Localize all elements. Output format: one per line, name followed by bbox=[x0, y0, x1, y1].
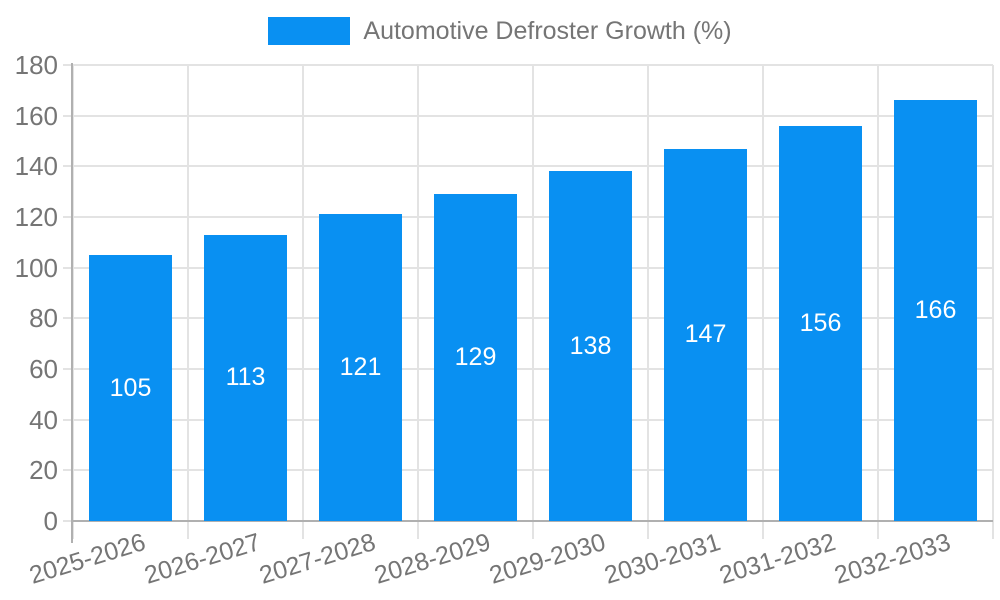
x-axis-tick-label: 2030-2031 bbox=[601, 528, 724, 590]
y-axis-tick-label: 180 bbox=[14, 50, 58, 80]
legend-label: Automotive Defroster Growth (%) bbox=[363, 17, 732, 45]
legend-swatch bbox=[268, 17, 351, 45]
x-axis-tick-label: 2025-2026 bbox=[26, 528, 149, 590]
y-axis-tick-label: 20 bbox=[29, 455, 58, 486]
y-axis-tick-label: 80 bbox=[29, 303, 58, 334]
x-gridline bbox=[187, 65, 189, 539]
y-gridline bbox=[63, 418, 993, 421]
bar: 105 bbox=[89, 255, 172, 521]
x-gridline bbox=[72, 65, 74, 539]
x-axis-tick-label: 2029-2030 bbox=[486, 528, 609, 590]
x-gridline bbox=[417, 65, 419, 539]
y-gridline bbox=[63, 469, 993, 472]
bar-value-label: 156 bbox=[799, 308, 842, 337]
y-gridline bbox=[63, 216, 993, 218]
y-axis-tick-label: 160 bbox=[14, 100, 58, 131]
y-axis-tick-label: 40 bbox=[29, 404, 58, 435]
y-gridline bbox=[63, 317, 993, 320]
y-gridline bbox=[63, 64, 993, 66]
bar: 156 bbox=[779, 125, 862, 521]
x-axis-line bbox=[71, 520, 993, 522]
bar: 166 bbox=[894, 100, 977, 521]
y-axis-tick-label: 0 bbox=[43, 506, 58, 536]
bar-value-label: 147 bbox=[684, 320, 727, 349]
bar-value-label: 121 bbox=[339, 353, 382, 382]
bar-value-label: 138 bbox=[569, 331, 612, 360]
y-axis-tick-label: 120 bbox=[14, 202, 58, 232]
x-axis-tick-label: 2028-2029 bbox=[371, 528, 494, 590]
x-gridline bbox=[647, 65, 649, 539]
x-gridline bbox=[532, 65, 534, 539]
bar: 121 bbox=[319, 214, 402, 521]
y-gridline bbox=[63, 266, 993, 269]
y-axis-tick-label: 100 bbox=[14, 252, 58, 283]
y-axis-tick-label: 60 bbox=[29, 354, 58, 384]
y-axis-line bbox=[71, 63, 73, 543]
bar: 129 bbox=[434, 194, 517, 521]
x-gridline bbox=[302, 65, 304, 539]
x-axis-tick-label: 2031-2032 bbox=[716, 528, 839, 590]
chart-legend: Automotive Defroster Growth (%) bbox=[0, 17, 1000, 45]
x-gridline bbox=[877, 65, 879, 539]
y-gridline bbox=[63, 368, 993, 370]
bar-value-label: 166 bbox=[914, 296, 957, 325]
bar-value-label: 105 bbox=[109, 373, 152, 402]
x-gridline bbox=[762, 65, 764, 539]
x-gridline bbox=[992, 65, 994, 539]
y-gridline bbox=[63, 165, 993, 168]
bar-value-label: 113 bbox=[225, 363, 266, 392]
x-axis-tick-label: 2026-2027 bbox=[141, 528, 264, 590]
bar-value-label: 129 bbox=[454, 343, 497, 372]
y-axis-tick-label: 140 bbox=[14, 151, 58, 182]
bar: 138 bbox=[549, 171, 632, 521]
bar: 147 bbox=[664, 148, 747, 521]
x-axis-tick-label: 2027-2028 bbox=[256, 528, 379, 590]
bar: 113 bbox=[204, 234, 287, 521]
x-axis-tick-label: 2032-2033 bbox=[831, 528, 954, 590]
y-gridline bbox=[63, 114, 993, 117]
